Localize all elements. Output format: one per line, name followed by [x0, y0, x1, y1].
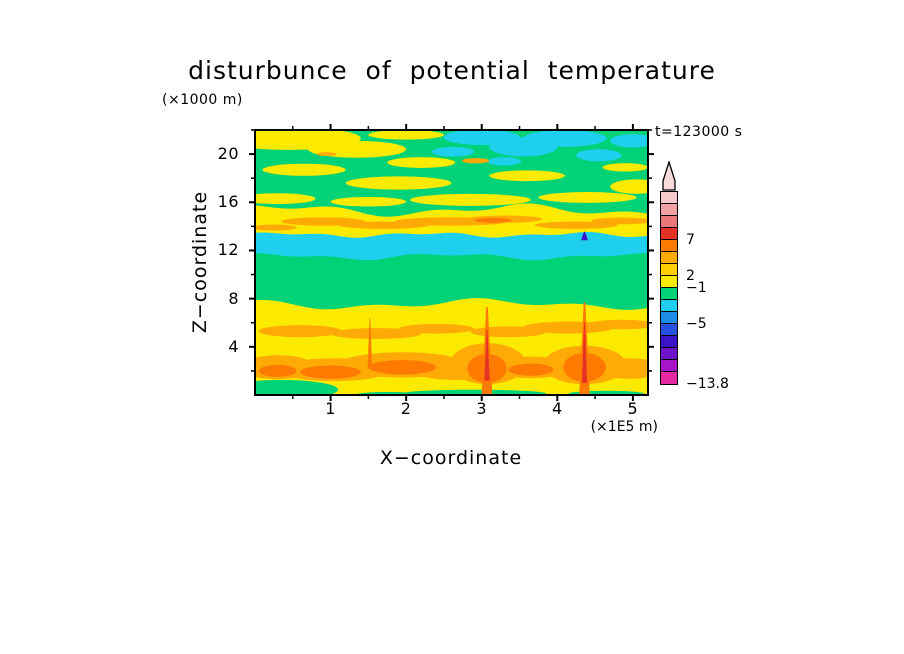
y-axis-title: Z−coordinate	[189, 190, 211, 334]
x-axis-unit-label: (×1E5 m)	[590, 419, 658, 435]
colorbar-cell	[661, 360, 677, 372]
colorbar-cell	[661, 216, 677, 228]
colorbar-cell	[661, 300, 677, 312]
z-tick-label: 8	[228, 288, 239, 308]
x-tick-label: 3	[476, 399, 488, 418]
colorbar-cell	[661, 204, 677, 216]
z-tick-label: 20	[217, 144, 239, 164]
x-tick-label: 5	[627, 399, 639, 418]
colorbar	[660, 191, 678, 385]
colorbar-cell	[661, 192, 677, 204]
z-tick-label: 4	[228, 336, 239, 356]
z-axis-unit-label: (×1000 m)	[162, 92, 243, 108]
colorbar-cell	[661, 288, 677, 300]
colorbar-cell	[661, 348, 677, 360]
colorbar-cell	[661, 240, 677, 252]
colorbar-label: −13.8	[686, 376, 729, 392]
x-tick-label: 1	[325, 399, 336, 418]
colorbar-label: 2	[686, 268, 695, 284]
z-tick-label: 16	[217, 192, 239, 212]
colorbar-label: −1	[686, 280, 707, 296]
time-annotation: t=123000 s	[655, 124, 743, 140]
colorbar-cell	[661, 228, 677, 240]
colorbar-label: −5	[686, 316, 707, 332]
x-axis-title: X−coordinate	[379, 447, 523, 469]
colorbar-cell	[661, 276, 677, 288]
colorbar-cell	[661, 324, 677, 336]
colorbar-cell	[661, 312, 677, 324]
chart-title: disturbunce of potential temperature	[188, 56, 716, 85]
contour-plot-canvas	[249, 124, 654, 401]
colorbar-cell	[661, 252, 677, 264]
colorbar-labels: 7 2 −1 −5 −13.8	[686, 191, 756, 392]
colorbar-arrow-icon	[662, 161, 676, 191]
z-tick-label: 12	[217, 240, 239, 260]
colorbar-label: 7	[686, 232, 695, 248]
x-tick-label: 4	[551, 399, 563, 418]
x-tick-label: 2	[400, 399, 412, 418]
colorbar-cell	[661, 264, 677, 276]
colorbar-cell	[661, 372, 677, 384]
colorbar-cell	[661, 336, 677, 348]
